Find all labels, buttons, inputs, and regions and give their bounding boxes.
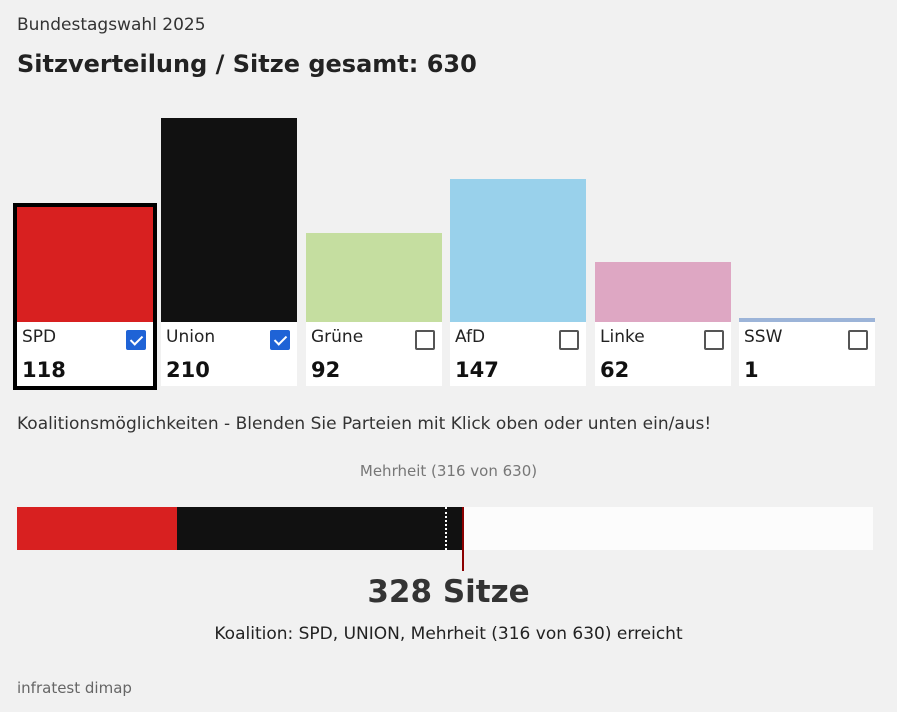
party-checkbox[interactable] [270, 330, 290, 350]
coalition-segment-spd[interactable] [17, 507, 178, 550]
party-seats: 118 [22, 358, 66, 382]
party-name: Linke [600, 327, 645, 347]
party-checkbox[interactable] [848, 330, 868, 350]
party-name: SPD [22, 327, 57, 347]
bar-grüne[interactable] [306, 233, 442, 322]
party-checkbox[interactable] [126, 330, 146, 350]
bar-union[interactable] [161, 118, 297, 322]
party-checkbox[interactable] [559, 330, 579, 350]
majority-label: Mehrheit (316 von 630) [359, 462, 538, 480]
majority-threshold-line [445, 507, 448, 550]
party-card-union[interactable]: Union 210 [161, 322, 297, 386]
bar-linke[interactable] [595, 262, 731, 322]
party-name: AfD [455, 327, 486, 347]
coalition-seat-total: 328 Sitze [367, 574, 530, 610]
coalition-bar[interactable] [17, 507, 873, 550]
party-card-grüne[interactable]: Grüne 92 [306, 322, 442, 386]
party-card-linke[interactable]: Linke 62 [595, 322, 731, 386]
chart-subtitle: Bundestagswahl 2025 [17, 15, 206, 35]
bar-ssw[interactable] [739, 318, 875, 322]
coalition-instruction: Koalitionsmöglichkeiten - Blenden Sie Pa… [17, 414, 712, 434]
party-name: Union [166, 327, 216, 347]
seat-bar-chart: SPD 118 Union 210 Grüne 92 AfD 147 Linke 62 SSW 1 [0, 0, 897, 400]
party-card-ssw[interactable]: SSW 1 [739, 322, 875, 386]
party-seats: 210 [166, 358, 210, 382]
coalition-end-marker [461, 507, 464, 571]
party-seats: 62 [600, 358, 630, 382]
coalition-result-text: Koalition: SPD, UNION, Mehrheit (316 von… [214, 624, 683, 644]
party-name: SSW [744, 327, 783, 347]
party-card-spd[interactable]: SPD 118 [17, 322, 153, 386]
party-checkbox[interactable] [704, 330, 724, 350]
chart-title: Sitzverteilung / Sitze gesamt: 630 [17, 50, 477, 78]
party-seats: 1 [744, 358, 759, 382]
party-card-afd[interactable]: AfD 147 [450, 322, 586, 386]
party-checkbox[interactable] [415, 330, 435, 350]
party-seats: 147 [455, 358, 499, 382]
data-source: infratest dimap [17, 679, 132, 697]
party-name: Grüne [311, 327, 364, 347]
coalition-segment-union[interactable] [177, 507, 463, 550]
bar-spd[interactable] [17, 207, 153, 322]
bar-afd[interactable] [450, 179, 586, 322]
party-seats: 92 [311, 358, 341, 382]
